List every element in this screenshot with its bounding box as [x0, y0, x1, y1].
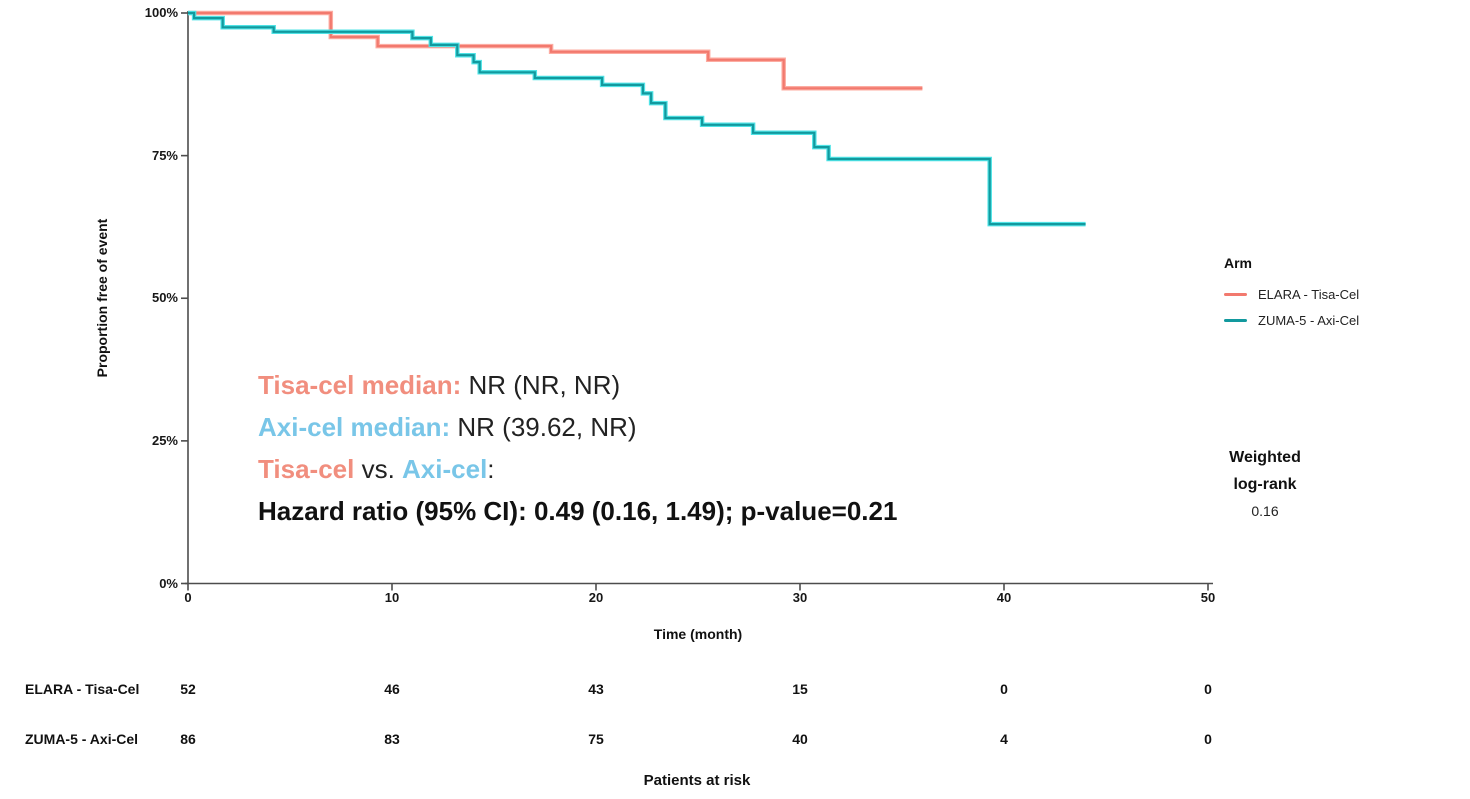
legend-items: ELARA - Tisa-Cel ZUMA-5 - Axi-Cel: [1224, 281, 1359, 333]
y-tick-label: 50%: [151, 290, 178, 306]
risk-count: 86: [180, 731, 196, 747]
vs-colon: :: [487, 454, 495, 484]
x-tick-label: 30: [792, 590, 808, 605]
vs-mid: vs.: [354, 454, 403, 484]
legend-line-icon: [1224, 318, 1247, 322]
axi-median-value: NR (39.62, NR): [450, 412, 637, 442]
y-tick-label: 0%: [159, 575, 178, 591]
risk-count: 15: [792, 681, 808, 697]
x-tick-label: 20: [588, 590, 604, 605]
risk-row-label: ZUMA-5 - Axi-Cel: [25, 731, 139, 747]
weighted-logrank-block: Weighted log-rank 0.16: [1202, 444, 1328, 525]
vs-tisa: Tisa-cel: [258, 454, 355, 484]
legend-line-icon: [1224, 292, 1247, 296]
y-tick-label: 100%: [144, 5, 178, 20]
y-axis-title: Proportion free of event: [94, 218, 110, 378]
risk-count: 75: [588, 731, 604, 747]
legend-item-zuma-5-axi-cel: ZUMA-5 - Axi-Cel: [1224, 307, 1359, 333]
risk-count: 43: [588, 681, 604, 697]
axi-median-label: Axi-cel median:: [258, 412, 451, 442]
legend-item-label: ZUMA-5 - Axi-Cel: [1258, 312, 1360, 328]
risk-count: 46: [384, 681, 400, 697]
legend-item-elara-tisa-cel: ELARA - Tisa-Cel: [1224, 281, 1359, 307]
km-curve-zuma-5-axi-cel-halo: [188, 10, 1086, 227]
risk-table-title: Patients at risk: [643, 772, 751, 789]
weighted-logrank-label-2: log-rank: [1233, 476, 1297, 493]
legend-title: Arm: [1224, 255, 1253, 271]
y-tick-label: 75%: [151, 147, 178, 163]
legend-item-label: ELARA - Tisa-Cel: [1258, 286, 1360, 302]
weighted-logrank-label-1: Weighted: [1229, 449, 1301, 466]
x-tick-label: 40: [996, 590, 1012, 605]
risk-count: 4: [1000, 731, 1008, 747]
stats-annotation: Tisa-cel median: NR (NR, NR) Axi-cel med…: [258, 364, 897, 532]
hazard-ratio-line: Hazard ratio (95% CI): 0.49 (0.16, 1.49)…: [258, 496, 898, 526]
vs-axi: Axi-cel: [402, 454, 488, 484]
risk-count: 40: [792, 731, 808, 747]
x-tick-label: 10: [384, 590, 400, 605]
x-tick-label: 0: [184, 590, 192, 605]
annotation-line-comparison: Tisa-cel vs. Axi-cel:: [258, 448, 897, 490]
risk-count: 0: [1000, 681, 1008, 697]
annotation-line-axi-median: Axi-cel median: NR (39.62, NR): [258, 406, 897, 448]
x-tick-label: 50: [1200, 590, 1216, 605]
legend: Arm ELARA - Tisa-Cel ZUMA-5 - Axi-Cel: [1224, 255, 1359, 333]
risk-row-label: ELARA - Tisa-Cel: [25, 681, 140, 697]
risk-count: 0: [1204, 731, 1212, 747]
annotation-line-tisa-median: Tisa-cel median: NR (NR, NR): [258, 364, 897, 406]
risk-count: 0: [1204, 681, 1212, 697]
y-tick-label: 25%: [151, 432, 178, 448]
tisa-median-value: NR (NR, NR): [461, 370, 621, 400]
tisa-median-label: Tisa-cel median:: [258, 370, 462, 400]
x-axis-title: Time (month): [653, 626, 743, 642]
weighted-logrank-value: 0.16: [1251, 503, 1279, 519]
risk-count: 52: [180, 681, 196, 697]
km-curve-zuma-5-axi-cel: [188, 11, 1086, 226]
risk-count: 83: [384, 731, 400, 747]
